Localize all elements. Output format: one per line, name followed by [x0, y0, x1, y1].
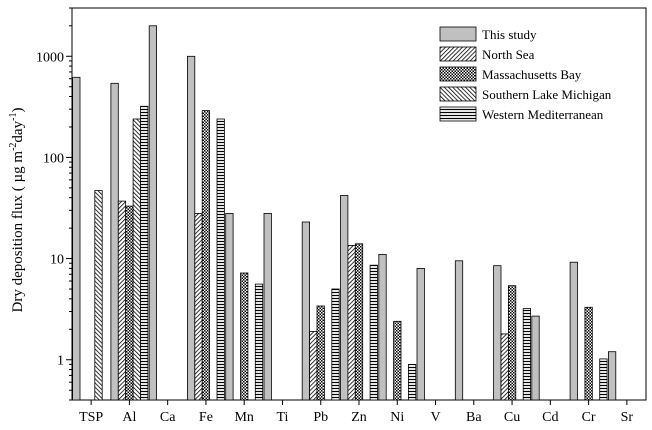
- bar: [117, 200, 127, 401]
- x-tick-label: Ca: [160, 410, 176, 425]
- bar: [201, 110, 210, 401]
- bar: [263, 212, 272, 401]
- bar: [531, 315, 540, 401]
- bar: [225, 212, 234, 401]
- bar: [186, 55, 196, 401]
- legend: This study North Sea Massachusetts Bay Sout…: [439, 26, 612, 122]
- y-tick-label: 10: [50, 253, 64, 268]
- x-tick-label: Al: [122, 410, 136, 425]
- bar: [507, 285, 517, 401]
- bar: [331, 288, 340, 401]
- bar: [301, 221, 311, 401]
- y-axis: 1 10 100 1000: [36, 7, 72, 401]
- bar: [254, 283, 264, 401]
- bar: [393, 320, 402, 401]
- legend-swatch: [439, 26, 477, 42]
- x-tick-label: Ni: [390, 410, 404, 425]
- bar: [378, 253, 387, 401]
- legend-swatch: [439, 46, 477, 62]
- bar: [454, 260, 464, 401]
- x-tick-label: TSP: [79, 410, 103, 425]
- legend-swatch: [439, 106, 477, 122]
- legend-label: Western Mediterranean: [482, 107, 604, 122]
- bar: [110, 82, 119, 401]
- bar: [194, 212, 203, 401]
- bar: [140, 105, 149, 401]
- x-tick-label: V: [430, 410, 440, 425]
- bar: [148, 25, 157, 401]
- legend-label: Southern Lake Michigan: [482, 87, 612, 102]
- y-tick-label: 1000: [36, 50, 64, 65]
- x-tick-label: Cd: [542, 410, 558, 425]
- bar: [608, 351, 617, 401]
- bar: [94, 190, 103, 401]
- bar: [584, 306, 593, 401]
- x-tick-label: Fe: [199, 410, 213, 425]
- bar: [500, 333, 509, 401]
- bar: [340, 195, 349, 401]
- bar: [569, 261, 578, 401]
- x-tick-label: Cr: [582, 410, 596, 425]
- x-tick-label: Cu: [504, 410, 520, 425]
- legend-swatch: [439, 66, 477, 82]
- bar: [599, 358, 608, 401]
- legend-swatch: [439, 86, 477, 102]
- bar: [309, 331, 318, 401]
- x-tick-label: Mn: [234, 410, 253, 425]
- bar: [522, 308, 532, 401]
- x-tick-label: Pb: [313, 410, 328, 425]
- bar: [72, 76, 81, 401]
- bar: [216, 118, 225, 401]
- y-tick-label: 1: [57, 354, 64, 369]
- bar: [240, 272, 249, 401]
- x-tick-label: Ti: [276, 410, 288, 425]
- bar: [132, 118, 141, 401]
- x-tick-label: Sr: [621, 410, 634, 425]
- x-tick-label: Ba: [466, 410, 482, 425]
- bar: [369, 264, 378, 401]
- bar: [493, 265, 502, 401]
- x-tick-label: Zn: [351, 410, 367, 425]
- x-axis: TSP Al Ca Fe Mn Ti Pb Zn Ni V Ba Cu Cd Cr Sr: [79, 400, 633, 425]
- legend-label: Massachusetts Bay: [482, 67, 582, 82]
- bar: [316, 305, 325, 401]
- y-tick-label: 100: [43, 151, 64, 166]
- bar: [347, 244, 356, 401]
- bar: [125, 205, 134, 401]
- legend-label: North Sea: [482, 47, 535, 62]
- bar: [407, 363, 417, 401]
- legend-label: This study: [482, 27, 537, 42]
- y-axis-label: Dry deposition flux ( µg m-2day-1): [8, 108, 26, 313]
- bars-group: [72, 25, 617, 401]
- bar: [354, 243, 364, 401]
- bar: [416, 267, 425, 401]
